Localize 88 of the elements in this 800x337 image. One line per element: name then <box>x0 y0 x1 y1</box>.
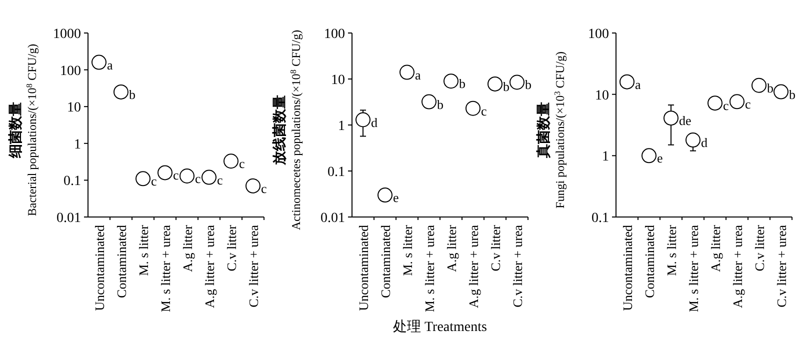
x-tick-label: A.g litter + urea <box>730 224 745 308</box>
x-tick-label: Contaminated <box>114 224 129 298</box>
y-tick-label: 1 <box>74 137 81 152</box>
x-tick-label: Uncontaminated <box>92 224 107 311</box>
x-tick-label: A.g litter + urea <box>466 224 481 308</box>
y-tick-label: 1000 <box>53 27 81 42</box>
x-tick-label: Uncontaminated <box>356 224 371 311</box>
annotation: d <box>701 135 708 150</box>
annotation: b <box>767 80 774 96</box>
x-tick-label: C.v litter <box>488 224 503 272</box>
y-tick-label: 0.1 <box>592 211 609 226</box>
annotation: b <box>437 96 444 112</box>
x-tick-label: A.g litter + urea <box>202 224 217 308</box>
x-tick-label: C.v litter + urea <box>246 224 261 308</box>
x-tick-label: M. s litter + urea <box>686 224 701 312</box>
point <box>444 74 458 89</box>
point <box>356 112 370 128</box>
annotation: e <box>657 150 663 166</box>
x-tick-label: A.g litter <box>444 224 459 272</box>
point <box>114 84 128 100</box>
point <box>620 74 634 90</box>
y-tick-label: 0.01 <box>320 211 345 226</box>
annotation: e <box>393 190 399 206</box>
x-tick-label: M. s litter <box>136 224 151 276</box>
annotation: a <box>415 67 421 82</box>
annotation: a <box>107 57 113 72</box>
y-tick-label: 100 <box>60 64 81 79</box>
annotation: c <box>745 96 751 112</box>
annotation: b <box>789 86 796 102</box>
point <box>730 94 744 110</box>
annotation: c <box>217 172 223 188</box>
point <box>686 132 700 148</box>
x-tick-label: C.v litter + urea <box>510 224 525 308</box>
y-tick-label: 10 <box>331 73 345 88</box>
point <box>136 171 150 186</box>
y-tick-label: 1 <box>338 119 345 134</box>
x-tick-label: C.v litter <box>224 224 239 272</box>
x-tick-label: C.v litter <box>752 224 767 272</box>
point <box>466 100 480 116</box>
point <box>158 165 172 180</box>
y-tick-label: 100 <box>324 27 345 42</box>
y-tick-label: 0.01 <box>56 211 81 226</box>
point <box>246 178 260 194</box>
annotation: c <box>723 98 729 114</box>
x-tick-label: M. s litter + urea <box>158 224 173 312</box>
x-tick-label: Contaminated <box>378 224 393 298</box>
y-tick-label: 10 <box>595 88 609 104</box>
point <box>774 84 788 100</box>
annotation: d <box>371 114 378 130</box>
x-tick-label: M. s litter + urea <box>422 224 437 312</box>
point <box>92 54 106 70</box>
x-tick-label: Uncontaminated <box>620 224 635 311</box>
point <box>378 188 392 203</box>
point <box>202 170 216 185</box>
annotation: b <box>129 86 136 102</box>
point <box>752 78 766 93</box>
x-axis-title: 处理 Treatments <box>393 319 487 335</box>
x-tick-label: M. s litter <box>400 224 415 276</box>
annotation: c <box>261 180 267 196</box>
annotation: c <box>195 171 201 186</box>
annotation: de <box>679 113 692 128</box>
point <box>642 148 656 164</box>
y-tick-label: 0.1 <box>64 174 81 190</box>
x-tick-label: C.v litter + urea <box>774 224 789 308</box>
annotation: b <box>459 76 466 92</box>
annotation: a <box>635 76 641 92</box>
y-tick-label: 10 <box>67 100 81 116</box>
point <box>180 168 194 184</box>
point <box>422 94 436 110</box>
annotation: c <box>173 168 179 183</box>
x-tick-label: Contaminated <box>642 224 657 298</box>
annotation: b <box>503 78 510 94</box>
point <box>510 74 524 90</box>
point <box>224 154 238 169</box>
annotation: c <box>239 156 245 172</box>
annotation: b <box>525 77 532 92</box>
point <box>664 110 678 126</box>
annotation: c <box>481 103 487 118</box>
point <box>400 64 414 80</box>
point <box>488 76 502 92</box>
x-tick-label: A.g litter <box>708 224 723 272</box>
y-tick-label: 100 <box>588 27 609 42</box>
y-tick-label: 1 <box>602 150 609 165</box>
y-tick-label: 0.1 <box>328 165 345 180</box>
x-tick-label: A.g litter <box>180 224 195 272</box>
x-tick-label: M. s litter <box>664 224 679 276</box>
annotation: c <box>151 174 157 189</box>
point <box>708 96 722 111</box>
